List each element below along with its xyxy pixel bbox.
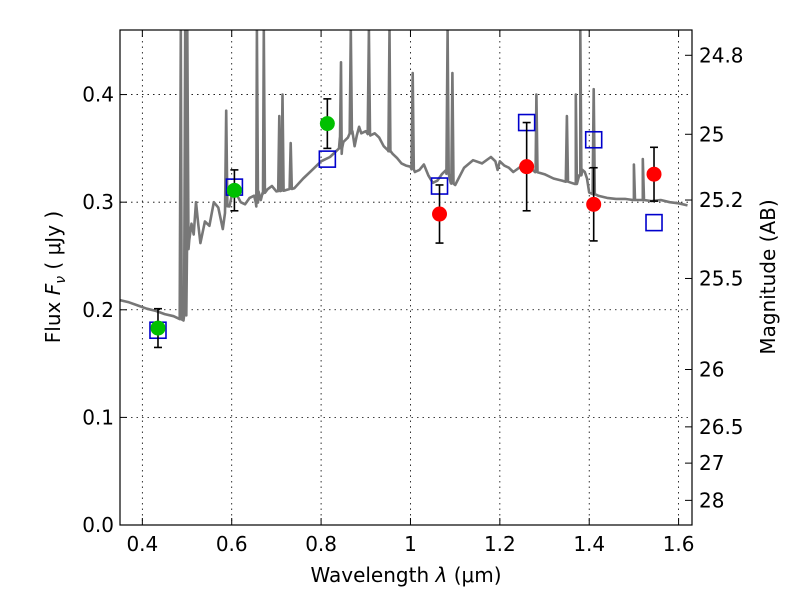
y-tick-label: 0.0 xyxy=(82,513,114,537)
model-photometry-square xyxy=(584,130,603,149)
y-tick-label: 0.2 xyxy=(82,298,114,322)
y2-tick-label: 25 xyxy=(699,122,724,146)
sed-model-line xyxy=(120,30,688,322)
y-axis: 0.0 0.1 0.2 0.3 0.4 xyxy=(82,83,127,537)
plot-area xyxy=(120,30,688,349)
y2-tick-label: 25.2 xyxy=(699,188,744,212)
data-point xyxy=(226,169,242,212)
x-tick-label: 1.6 xyxy=(663,532,695,556)
x-tick-label: 0.4 xyxy=(126,532,158,556)
data-point xyxy=(586,166,602,242)
y2-tick-label: 26 xyxy=(699,358,724,382)
y2-tick-label: 24.8 xyxy=(699,43,744,67)
data-point xyxy=(432,184,448,244)
y2-tick-label: 27 xyxy=(699,451,724,475)
y2-tick-label: 25.5 xyxy=(699,266,744,290)
y2-tick-label: 26.5 xyxy=(699,415,744,439)
y2-axis: 24.8 25 25.2 25.5 26 26.5 27 28 xyxy=(685,43,744,512)
photometry-point xyxy=(319,116,335,132)
data-point xyxy=(150,307,166,349)
y-tick-label: 0.4 xyxy=(82,83,114,107)
x-tick-label: 1.4 xyxy=(573,532,605,556)
y2-tick-label: 28 xyxy=(699,488,724,512)
model-photometry-square xyxy=(318,150,337,168)
photometry-point xyxy=(150,320,166,336)
model-photometry-square xyxy=(645,213,663,232)
photometry-point xyxy=(586,196,602,212)
y-tick-label: 0.1 xyxy=(82,405,114,429)
data-point xyxy=(319,98,335,150)
photometry-point xyxy=(519,159,535,175)
x-tick-label: 0.6 xyxy=(216,532,248,556)
data-point xyxy=(519,121,535,212)
y-axis-title: Flux Fν ( μJy ) xyxy=(41,211,69,343)
x-axis-title: Wavelength λ (μm) xyxy=(310,563,501,587)
photometry-point xyxy=(432,206,448,222)
data-point xyxy=(646,146,662,202)
x-tick-label: 1 xyxy=(404,532,417,556)
x-tick-label: 1.2 xyxy=(484,532,516,556)
photometry-point xyxy=(226,182,242,198)
photometry-point xyxy=(646,166,662,182)
plot-frame xyxy=(119,29,693,526)
x-axis: 0.4 0.6 0.8 1 1.2 1.4 1.6 xyxy=(126,30,695,556)
y-tick-label: 0.3 xyxy=(82,190,114,214)
x-tick-label: 0.8 xyxy=(305,532,337,556)
grid xyxy=(120,30,692,526)
y2-axis-title: Magnitude (AB) xyxy=(756,199,780,354)
